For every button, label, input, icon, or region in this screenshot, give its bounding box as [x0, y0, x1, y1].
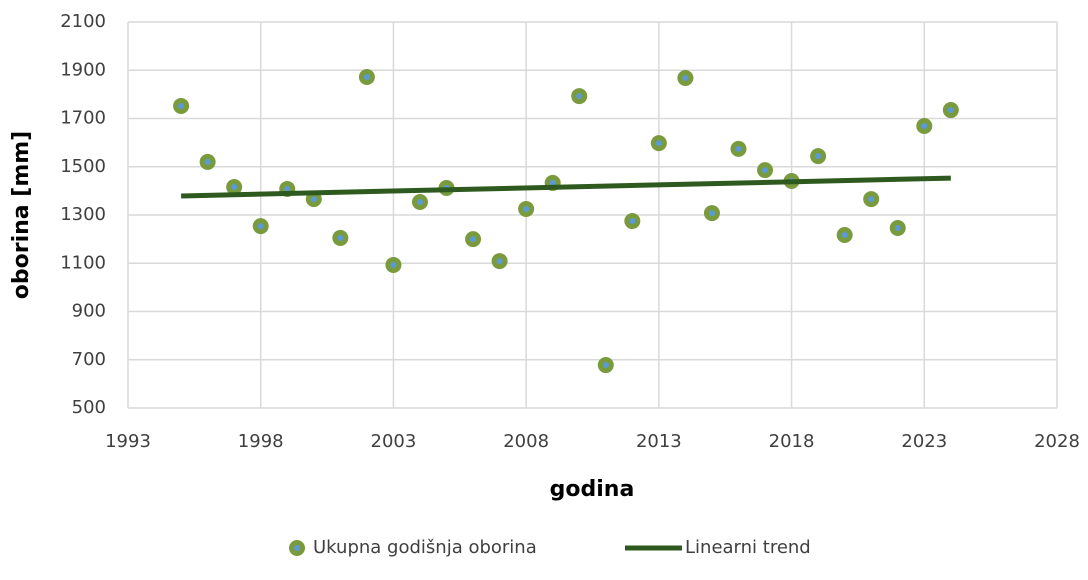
y-tick-label: 900	[72, 301, 106, 322]
point	[173, 97, 190, 114]
y-tick-label: 1300	[60, 204, 106, 225]
point	[252, 218, 269, 235]
y-tick-label: 700	[72, 349, 106, 370]
point	[836, 227, 853, 244]
point	[385, 256, 402, 273]
x-tick-label: 1998	[238, 431, 284, 452]
point-center	[178, 102, 185, 109]
x-tick-label: 2023	[901, 431, 947, 452]
point-center	[470, 236, 477, 243]
point-center	[523, 205, 530, 212]
point	[624, 213, 641, 230]
point	[571, 88, 588, 105]
point-center	[708, 210, 715, 217]
y-tick-label: 1700	[60, 108, 106, 129]
point	[226, 179, 243, 196]
point	[757, 162, 774, 179]
point-center	[549, 179, 556, 186]
point-center	[576, 93, 583, 100]
legend-marker-center	[294, 545, 300, 551]
y-tick-label: 1900	[60, 59, 106, 80]
point	[199, 153, 216, 170]
point-center	[257, 223, 264, 230]
y-tick-label: 1500	[60, 156, 106, 177]
point	[889, 220, 906, 237]
point-center	[231, 184, 238, 191]
legend-label: Ukupna godišnja oborina	[313, 537, 537, 558]
x-tick-label: 1993	[105, 431, 151, 452]
point	[597, 357, 614, 374]
point-center	[735, 145, 742, 152]
x-tick-label: 2013	[636, 431, 682, 452]
point	[810, 148, 827, 165]
y-tick-label: 2100	[60, 11, 106, 32]
trend-line	[181, 175, 951, 199]
y-tick-label: 1100	[60, 252, 106, 273]
point-center	[337, 234, 344, 241]
x-tick-label: 2028	[1034, 431, 1080, 452]
point	[332, 229, 349, 246]
legend-label: Linearni trend	[685, 537, 811, 558]
point-center	[682, 74, 689, 81]
point	[942, 102, 959, 119]
point-center	[655, 140, 662, 147]
point-center	[762, 167, 769, 174]
y-tick-label: 500	[72, 397, 106, 418]
x-axis-title: godina	[550, 477, 635, 502]
point-center	[629, 218, 636, 225]
point-center	[204, 158, 211, 165]
point-center	[310, 196, 317, 203]
point	[677, 69, 694, 86]
point-center	[815, 153, 822, 160]
point	[491, 253, 508, 270]
point	[411, 193, 428, 210]
y-axis-title: oborina [mm]	[9, 131, 34, 300]
point	[703, 205, 720, 222]
point-center	[284, 185, 291, 192]
point-center	[894, 225, 901, 232]
point	[650, 135, 667, 152]
point-center	[390, 261, 397, 268]
point	[730, 140, 747, 157]
x-tick-label: 2003	[371, 431, 417, 452]
point	[518, 200, 535, 217]
x-tick-label: 2008	[503, 431, 549, 452]
point-center	[921, 122, 928, 129]
point-center	[416, 198, 423, 205]
point-center	[868, 196, 875, 203]
point-center	[363, 74, 370, 81]
point	[465, 231, 482, 248]
point	[358, 69, 375, 86]
x-tick-label: 2018	[769, 431, 815, 452]
point	[916, 117, 933, 134]
point-center	[602, 362, 609, 369]
point-center	[841, 232, 848, 239]
point	[863, 191, 880, 208]
point-center	[947, 107, 954, 114]
point-center	[496, 258, 503, 265]
